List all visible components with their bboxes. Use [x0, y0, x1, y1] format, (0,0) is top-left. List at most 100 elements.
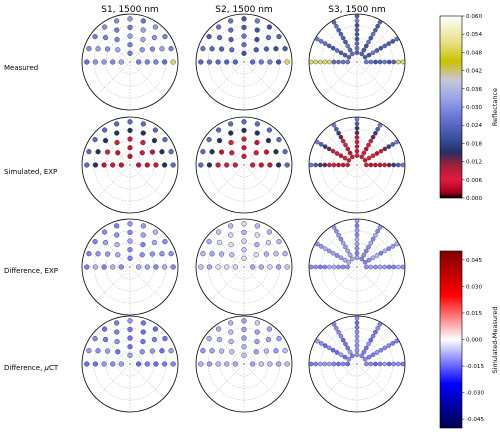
data-point [350, 353, 355, 359]
data-point [350, 154, 355, 160]
data-point [84, 361, 90, 367]
data-point [162, 34, 168, 40]
data-point [241, 238, 247, 244]
data-point [114, 139, 120, 146]
data-point [140, 18, 146, 24]
polar-panel [195, 13, 293, 111]
row-label-simulated-exp: Simulated, EXP [4, 168, 57, 176]
data-point [345, 345, 351, 351]
grid-spoke [243, 27, 279, 63]
grid-spoke [356, 130, 392, 166]
data-point [334, 48, 340, 53]
data-point [127, 16, 133, 22]
data-point [354, 218, 360, 224]
data-point [377, 20, 383, 25]
polar-frame [81, 13, 179, 111]
data-point [254, 27, 260, 33]
row-label-difference-exp: Difference, EXP [4, 267, 58, 275]
data-point [258, 361, 264, 367]
data-point [359, 154, 364, 160]
data-point [218, 46, 225, 52]
data-point [370, 153, 376, 159]
data-point [92, 34, 98, 40]
data-point [200, 149, 206, 155]
data-point [241, 318, 247, 324]
data-point [118, 59, 124, 65]
data-point [370, 255, 376, 261]
data-point [198, 264, 204, 270]
data-point [258, 59, 264, 65]
data-point [218, 348, 225, 354]
data-point [327, 59, 332, 65]
data-point [258, 162, 264, 168]
data-point [391, 361, 396, 367]
data-point [140, 232, 146, 238]
data-point [373, 361, 378, 367]
data-point [241, 344, 247, 350]
data-point [331, 225, 337, 230]
data-point [127, 24, 133, 31]
data-point [366, 341, 371, 347]
data-point [373, 130, 378, 136]
grid-spoke [129, 164, 165, 200]
data-point [366, 354, 372, 360]
data-point [159, 149, 165, 155]
grid-spoke [243, 329, 279, 365]
data-point [263, 149, 270, 155]
data-point [374, 253, 380, 258]
data-point [140, 139, 146, 146]
data-point [216, 229, 222, 235]
data-point [364, 59, 369, 65]
grid-spoke [95, 363, 131, 399]
data-point [273, 149, 279, 155]
data-point [322, 144, 328, 149]
grid-spoke [243, 266, 279, 302]
data-point [104, 348, 111, 354]
data-point [215, 361, 221, 367]
polar-panel [308, 13, 406, 111]
data-point [373, 162, 378, 168]
data-point [315, 241, 320, 247]
data-point [342, 155, 348, 161]
data-point [368, 59, 374, 65]
grid-spoke [209, 266, 245, 302]
data-point [115, 47, 121, 53]
data-point [368, 162, 374, 168]
data-point [151, 137, 158, 144]
data-point [354, 255, 360, 260]
data-point [118, 361, 124, 367]
data-point [200, 46, 206, 52]
data-point [267, 59, 273, 65]
data-point [241, 127, 247, 134]
data-point [315, 338, 320, 344]
data-point [127, 229, 133, 236]
data-point [378, 250, 384, 256]
data-point [330, 45, 336, 51]
data-point [308, 162, 314, 168]
data-point [318, 39, 324, 44]
data-point [334, 350, 340, 355]
colorbar-tick-label: 0.012 [466, 160, 482, 166]
data-point [228, 130, 234, 136]
data-point [336, 59, 341, 65]
data-point [114, 329, 120, 335]
data-point [159, 348, 165, 354]
grid-spoke [95, 164, 131, 200]
polar-panel [81, 116, 179, 214]
data-point [232, 162, 238, 168]
data-point [127, 153, 133, 159]
data-point [350, 51, 355, 57]
data-point [216, 127, 222, 133]
data-point [318, 341, 324, 346]
data-point [354, 228, 360, 233]
data-point [241, 352, 247, 358]
data-point [354, 36, 360, 42]
data-point [354, 325, 360, 330]
data-point [149, 348, 156, 354]
data-point [232, 264, 238, 270]
data-point [159, 46, 165, 52]
data-point [151, 239, 158, 246]
data-point [151, 336, 158, 343]
data-point [140, 27, 146, 33]
data-point [378, 45, 384, 51]
